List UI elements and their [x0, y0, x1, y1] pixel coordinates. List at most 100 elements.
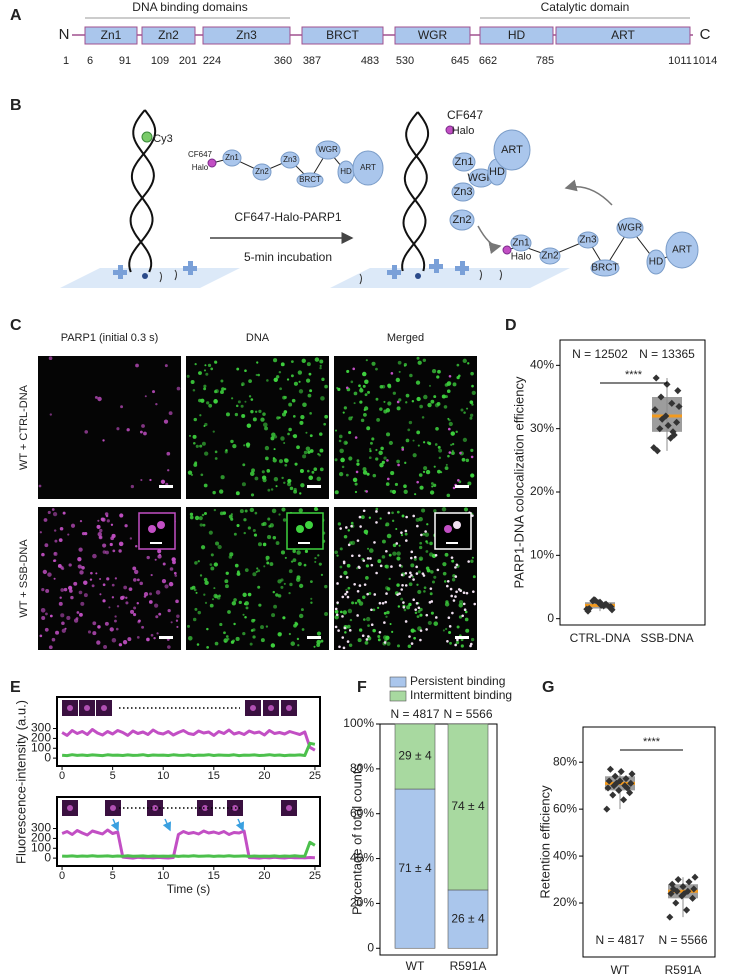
- spot: [425, 613, 429, 617]
- spot: [283, 582, 286, 585]
- spot: [398, 592, 401, 595]
- spot: [227, 610, 231, 614]
- spot: [387, 401, 392, 406]
- spot: [81, 531, 86, 536]
- spot: [441, 394, 446, 399]
- spot: [452, 382, 457, 387]
- point: [664, 421, 672, 430]
- residue-number: 785: [536, 55, 554, 67]
- spot: [467, 362, 470, 365]
- spot: [408, 602, 412, 607]
- panel-label: C: [10, 317, 22, 334]
- spot: [214, 457, 218, 460]
- spot: [309, 434, 313, 437]
- spot: [220, 475, 225, 480]
- spot: [426, 441, 430, 445]
- spot: [41, 616, 46, 621]
- label: HD: [489, 166, 505, 178]
- spot: [49, 614, 53, 618]
- spot: [419, 613, 423, 617]
- spot: [398, 564, 402, 567]
- point: [657, 393, 665, 401]
- spot: [336, 554, 339, 557]
- spot: [433, 509, 437, 513]
- spot: [404, 532, 408, 536]
- spot: [204, 422, 208, 427]
- spot: [158, 612, 162, 616]
- point: [585, 604, 593, 613]
- spot: [58, 538, 63, 542]
- spot: [467, 560, 470, 563]
- spot: [425, 566, 430, 571]
- y-tick-label: 100: [31, 840, 51, 854]
- spot: [120, 405, 124, 409]
- spot: [457, 479, 460, 482]
- spot: [320, 573, 324, 576]
- domain-box: [555, 26, 691, 45]
- spot: [262, 542, 267, 547]
- spot: [363, 618, 366, 621]
- spot: [292, 558, 297, 562]
- spot: [208, 530, 213, 535]
- spot: [297, 370, 303, 375]
- spot: [447, 417, 450, 420]
- spot: [300, 608, 304, 612]
- label: C: [700, 26, 711, 43]
- spot: [158, 553, 162, 557]
- n-label: N = 5566: [658, 933, 707, 947]
- spot: [375, 457, 379, 461]
- domain-blob: [590, 259, 620, 277]
- spot: [463, 411, 466, 414]
- spot: [275, 593, 279, 597]
- spot: [421, 572, 425, 575]
- point: [612, 779, 620, 787]
- spot: [345, 576, 349, 579]
- label: WGR: [618, 223, 642, 234]
- spot: [463, 608, 467, 612]
- x-tick-label: 25: [309, 870, 321, 882]
- spot: [339, 565, 343, 569]
- spot: [202, 523, 206, 527]
- dna-strand: [129, 109, 155, 273]
- spot: [274, 435, 278, 439]
- spot: [366, 426, 371, 431]
- scale-bar: [307, 636, 321, 639]
- spot: [369, 557, 372, 560]
- event-arrow: [235, 818, 244, 832]
- spot: [175, 619, 179, 622]
- spot: [471, 556, 474, 559]
- spot: [148, 525, 156, 533]
- x-tick-label: SSB-DNA: [640, 631, 693, 645]
- spot: [367, 635, 370, 638]
- spot: [133, 606, 137, 610]
- label: 5-min incubation: [244, 250, 332, 264]
- spot: [432, 483, 437, 487]
- spot: [290, 374, 294, 378]
- spot: [139, 581, 143, 586]
- spot: [410, 573, 413, 577]
- spot: [377, 635, 381, 639]
- spot: [260, 417, 265, 422]
- spot: [265, 456, 269, 461]
- spot: [398, 398, 402, 402]
- spot: [84, 430, 89, 434]
- spot: [295, 577, 301, 582]
- spot: [78, 590, 83, 595]
- spot: [396, 551, 401, 556]
- spot: [403, 364, 406, 367]
- spot: [367, 624, 370, 628]
- spot: [189, 512, 194, 516]
- spot: [375, 521, 378, 524]
- spot: [356, 462, 360, 466]
- point: [606, 765, 614, 773]
- residue-number: 201: [179, 55, 197, 67]
- significance: ****: [625, 369, 643, 381]
- point: [658, 415, 666, 423]
- spot: [404, 584, 408, 587]
- spot: [339, 434, 343, 439]
- spot: [395, 527, 398, 531]
- spot: [246, 423, 252, 428]
- spot: [102, 599, 106, 603]
- spot: [396, 510, 400, 514]
- spot: [431, 368, 437, 374]
